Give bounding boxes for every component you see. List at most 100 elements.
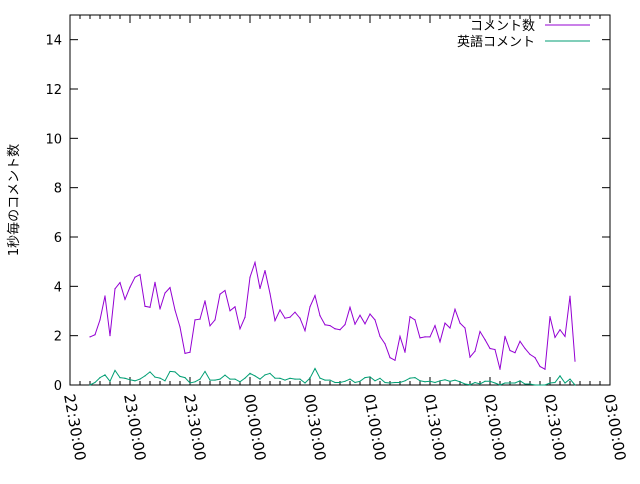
data-point [189,382,191,384]
data-point [569,295,571,297]
data-point [469,384,471,386]
data-point [314,294,316,297]
data-point [524,347,526,350]
data-point [404,380,406,382]
data-point [154,376,156,378]
data-point [179,375,181,377]
data-point [569,378,571,380]
data-point [289,377,291,379]
data-point [174,309,176,311]
x-tick-label: 02:30:00 [540,393,569,462]
data-point [214,379,216,381]
data-point [279,309,281,311]
data-point [514,382,516,384]
data-point [534,384,536,386]
data-point [424,381,426,383]
y-tick-label: 8 [54,182,62,197]
data-point [374,319,376,321]
data-point [204,370,206,373]
data-point [429,380,431,382]
data-point [229,310,231,312]
data-point [509,349,511,352]
data-point [144,375,146,377]
data-point [204,300,206,302]
data-point [344,380,346,382]
data-point [329,379,331,381]
data-point [294,311,296,313]
x-tick-label: 23:00:00 [120,393,149,462]
data-point [354,381,356,384]
data-point [139,273,141,276]
data-point [169,286,171,289]
data-point [219,378,221,380]
data-point [534,357,536,359]
data-point [564,335,566,338]
data-point [554,336,556,338]
data-point [419,380,421,382]
data-point [379,377,381,379]
data-point [299,378,301,380]
data-point [389,357,391,359]
data-point [574,360,576,362]
data-point [454,379,456,381]
data-point [119,377,121,379]
data-point [239,328,241,330]
data-point [334,328,336,330]
data-point [324,379,326,381]
data-point [474,350,476,352]
data-point [499,368,501,370]
data-point [309,306,311,308]
data-point [574,384,576,386]
y-tick-label: 2 [54,330,62,345]
data-point [489,347,491,350]
data-point [124,377,126,379]
data-point [389,382,391,384]
data-point [309,377,311,379]
data-point [484,339,486,341]
data-point [369,313,371,315]
data-point [274,377,276,379]
data-point [499,384,501,386]
data-point [349,306,351,308]
data-point [264,269,266,272]
data-point [419,337,421,339]
data-point [89,384,91,386]
y-axis-label: 1秒毎のコメント数 [6,144,22,256]
data-point [544,368,546,370]
data-point [119,282,121,284]
data-point [494,348,496,351]
data-point [249,372,251,375]
data-point [169,370,171,373]
data-point [134,276,136,278]
x-tick-label: 03:00:00 [600,393,629,462]
data-point [479,383,481,385]
data-point [424,336,426,338]
data-point [104,374,106,376]
x-tick-label: 01:00:00 [360,393,389,462]
legend-label: 英語コメント [457,34,535,50]
data-point [444,379,446,381]
data-point [504,335,506,338]
data-point [364,323,366,325]
data-point [259,378,261,380]
data-point [404,351,406,353]
x-tick-label: 02:00:00 [480,393,509,462]
data-point [384,381,386,384]
data-point [294,378,296,380]
data-point [229,378,231,380]
data-point [199,378,201,380]
data-point [544,384,546,386]
data-point [104,295,106,297]
data-point [254,375,256,377]
data-point [519,380,521,382]
data-point [124,298,126,301]
x-tick-label: 23:30:00 [180,393,209,462]
data-point [159,308,161,310]
x-tick-label: 22:30:00 [60,393,89,462]
data-point [109,380,111,382]
data-point [269,372,271,375]
data-point [174,371,176,373]
data-point [254,261,256,264]
data-point [429,336,431,338]
